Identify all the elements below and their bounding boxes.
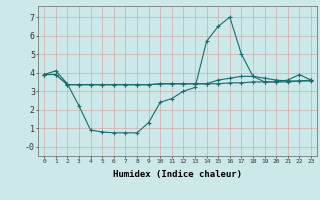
X-axis label: Humidex (Indice chaleur): Humidex (Indice chaleur) [113, 170, 242, 179]
